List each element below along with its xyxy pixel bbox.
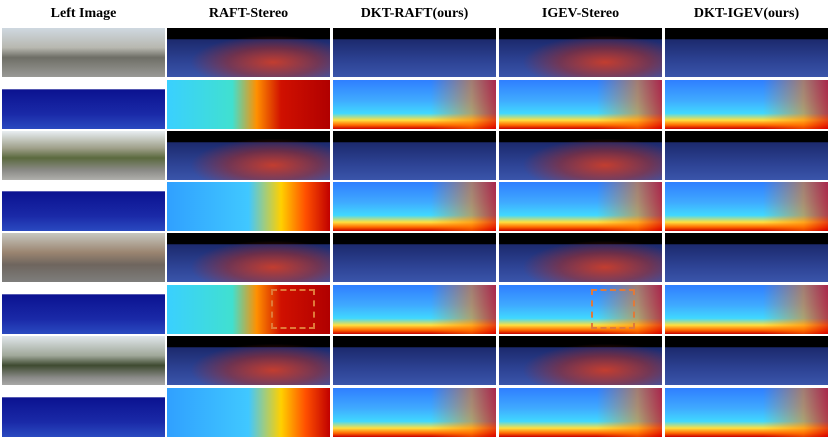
ground-truth <box>2 182 165 231</box>
error-map <box>665 131 828 180</box>
error-map <box>167 28 330 77</box>
highlight-box <box>591 289 635 329</box>
error-map <box>333 131 496 180</box>
disparity-map <box>333 80 496 129</box>
error-map <box>167 336 330 385</box>
highlight-box <box>271 289 315 329</box>
error-map <box>665 336 828 385</box>
left-image <box>2 28 165 77</box>
disparity-map <box>333 182 496 231</box>
column-header: RAFT-Stereo <box>208 6 289 21</box>
disparity-map <box>499 285 662 334</box>
error-map <box>665 233 828 282</box>
error-map <box>665 28 828 77</box>
disparity-map <box>333 388 496 437</box>
error-map <box>167 233 330 282</box>
left-image <box>2 233 165 282</box>
error-map <box>499 336 662 385</box>
disparity-map <box>167 182 330 231</box>
error-map <box>333 28 496 77</box>
left-image <box>2 336 165 385</box>
error-map <box>167 131 330 180</box>
error-map <box>333 233 496 282</box>
error-map <box>499 28 662 77</box>
column-header: Left Image <box>50 6 117 21</box>
left-image <box>2 131 165 180</box>
disparity-map <box>333 285 496 334</box>
disparity-map <box>665 80 828 129</box>
disparity-map <box>167 80 330 129</box>
disparity-map <box>665 285 828 334</box>
disparity-map <box>167 388 330 437</box>
column-header: DKT-RAFT(ours) <box>360 6 469 21</box>
error-map <box>499 233 662 282</box>
column-header: DKT-IGEV(ours) <box>693 6 800 21</box>
error-map <box>499 131 662 180</box>
error-map <box>333 336 496 385</box>
column-header: IGEV-Stereo <box>541 6 620 21</box>
disparity-map <box>499 182 662 231</box>
disparity-map <box>499 80 662 129</box>
ground-truth <box>2 285 165 334</box>
disparity-map <box>167 285 330 334</box>
disparity-map <box>665 182 828 231</box>
disparity-map <box>665 388 828 437</box>
ground-truth <box>2 388 165 437</box>
disparity-map <box>499 388 662 437</box>
ground-truth <box>2 80 165 129</box>
